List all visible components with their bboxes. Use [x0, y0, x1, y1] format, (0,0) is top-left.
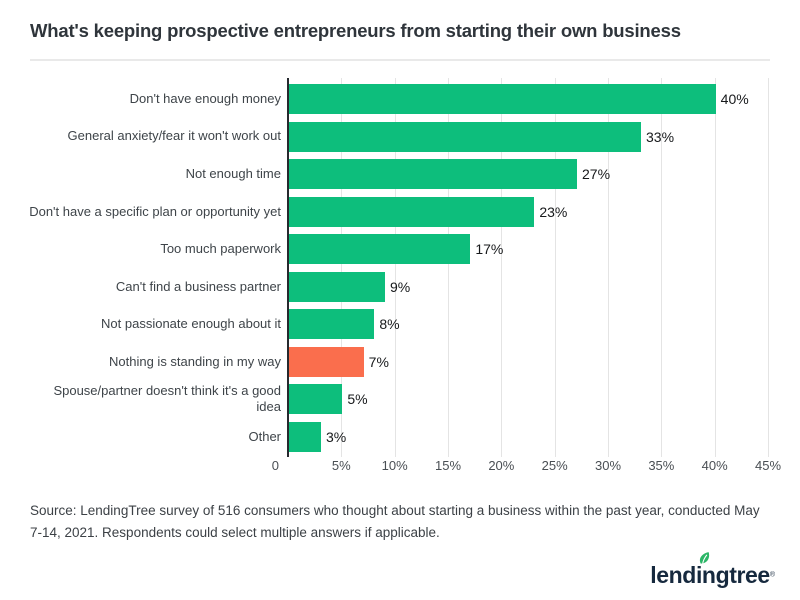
category-label: Not passionate enough about it [101, 316, 281, 332]
axis-tick-label: 15% [434, 458, 462, 473]
bar [289, 384, 343, 415]
axis-tick-label: 35% [648, 458, 675, 473]
gridline [394, 78, 396, 457]
gridline [661, 78, 663, 457]
value-label: 3% [326, 428, 347, 445]
value-label: 40% [720, 91, 749, 107]
value-label: 17% [475, 241, 504, 258]
bar [289, 84, 716, 114]
value-label: 8% [379, 316, 400, 333]
axis-tick-label: 30% [594, 458, 622, 473]
axis-tick-label: 5% [331, 458, 351, 473]
bar [289, 121, 641, 152]
value-label: 5% [347, 391, 368, 408]
gridline [554, 78, 556, 457]
bar [289, 271, 385, 302]
value-label: 23% [539, 203, 568, 220]
value-label: 7% [368, 353, 389, 370]
bar [289, 196, 535, 227]
category-label: Other [248, 428, 281, 444]
category-label: Too much paperwork [160, 241, 281, 257]
bar [289, 346, 364, 377]
gridline [768, 78, 769, 457]
category-label: Can't find a business partner [115, 278, 281, 294]
axis-tick-label: 20% [488, 458, 515, 473]
logo-trademark: ® [769, 571, 775, 579]
value-label: 9% [390, 278, 411, 295]
y-axis-line [287, 78, 289, 457]
category-label: General anxiety/fear it won't work out [67, 128, 281, 144]
category-label: Spouse/partner doesn't think it's a good… [53, 383, 281, 415]
gridline [448, 78, 449, 457]
category-label: Nothing is standing in my way [109, 353, 281, 369]
gridline [714, 78, 716, 457]
leaf-icon [700, 552, 710, 566]
bar [289, 421, 321, 452]
axis-tick-label: 25% [541, 458, 568, 473]
source-note: Source: LendingTree survey of 516 consum… [30, 503, 760, 541]
bar-chart: Don't have enough money 40% General anxiet… [0, 75, 800, 485]
bar [289, 159, 577, 190]
axis-tick-label: 10% [381, 458, 408, 473]
category-label: Don't have enough money [129, 90, 281, 106]
category-label: Don't have a specific plan or opportunit… [29, 203, 281, 219]
axis-tick-label: 40% [701, 458, 728, 473]
value-label: 33% [646, 128, 675, 145]
bar [289, 234, 471, 265]
axis-tick-label: 0 [271, 458, 279, 473]
gridline [608, 78, 609, 457]
category-label: Not enough time [185, 165, 281, 181]
gridline [501, 78, 503, 457]
chart-title: What's keeping prospective entrepreneurs… [30, 20, 681, 41]
bar [289, 309, 375, 340]
value-label: 27% [582, 166, 611, 183]
logo-text: lendingtree [650, 562, 770, 588]
axis-tick-label: 45% [754, 458, 782, 473]
lendingtree-logo: lendingtree® [650, 552, 775, 596]
title-divider [30, 59, 770, 61]
gridline [341, 78, 343, 457]
